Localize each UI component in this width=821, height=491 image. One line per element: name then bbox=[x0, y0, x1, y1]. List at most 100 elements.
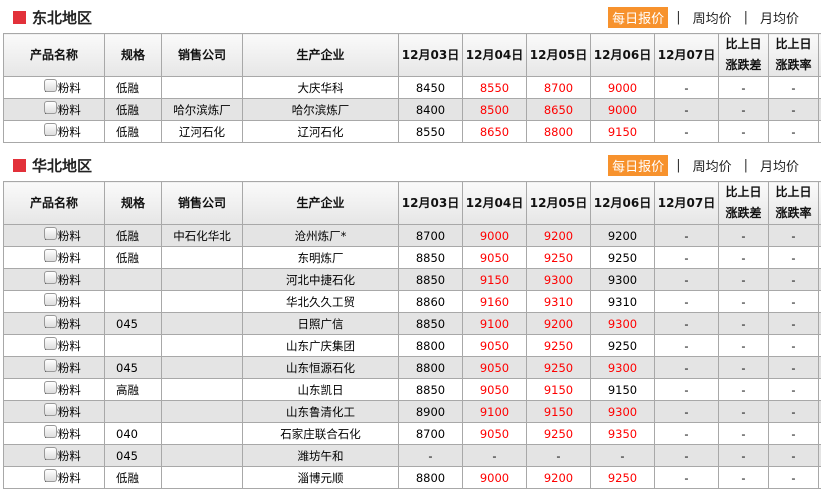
price-cell: - bbox=[654, 98, 719, 121]
row-checkbox[interactable] bbox=[44, 315, 57, 328]
seller-cell bbox=[161, 466, 243, 489]
price-cell: 9250 bbox=[590, 334, 655, 357]
seller-cell: 哈尔滨炼厂 bbox=[161, 98, 243, 121]
price-cell: - bbox=[718, 98, 769, 121]
column-header: 生产企业 bbox=[242, 181, 399, 225]
price-cell: 8850 bbox=[398, 246, 463, 269]
column-header: 12月07日 bbox=[654, 181, 719, 225]
price-cell: - bbox=[768, 246, 819, 269]
price-cell: 8650 bbox=[526, 98, 591, 121]
table-row: PP粉料 045 日照广信 8850 9100 9200 9300- - - bbox=[3, 312, 821, 335]
table-row: PP粉料 低融 淄博元顺 8800 9000 9200 9250- - - bbox=[3, 466, 821, 489]
row-checkbox[interactable] bbox=[44, 359, 57, 372]
seller-cell bbox=[161, 76, 243, 99]
price-cell: 9050 bbox=[462, 334, 527, 357]
price-cell: 9250 bbox=[526, 422, 591, 445]
column-header: 产品名称 bbox=[3, 181, 105, 225]
seller-cell bbox=[161, 444, 243, 467]
price-cell: 9250 bbox=[526, 246, 591, 269]
price-cell: - bbox=[768, 224, 819, 247]
price-cell: - bbox=[526, 444, 591, 467]
price-cell: - bbox=[718, 76, 769, 99]
tab-weekly[interactable]: 周均价 bbox=[692, 12, 732, 27]
product-cell: PP粉料 bbox=[3, 444, 105, 467]
producer-cell: 山东鲁清化工 bbox=[242, 400, 399, 423]
price-cell: 8850 bbox=[398, 268, 463, 291]
price-cell: - bbox=[768, 76, 819, 99]
column-header: 销售公司 bbox=[161, 181, 243, 225]
price-cell: 8860 bbox=[398, 290, 463, 313]
price-cell: - bbox=[654, 290, 719, 313]
row-checkbox[interactable] bbox=[44, 381, 57, 394]
price-cell: 9100 bbox=[462, 400, 527, 423]
seller-cell bbox=[161, 356, 243, 379]
row-checkbox[interactable] bbox=[44, 403, 57, 416]
price-cell: 8550 bbox=[398, 120, 463, 143]
tab-weekly[interactable]: 周均价 bbox=[692, 160, 732, 175]
row-checkbox[interactable] bbox=[44, 425, 57, 438]
price-cell: - bbox=[654, 444, 719, 467]
price-cell: 8800 bbox=[398, 334, 463, 357]
row-checkbox[interactable] bbox=[44, 469, 57, 482]
spec-cell bbox=[104, 334, 162, 357]
price-cell: 9150 bbox=[526, 400, 591, 423]
price-cell: 9200 bbox=[526, 466, 591, 489]
column-header: 规格 bbox=[104, 33, 162, 77]
seller-cell bbox=[161, 312, 243, 335]
row-checkbox[interactable] bbox=[44, 79, 57, 92]
product-cell: PP粉料 bbox=[3, 378, 105, 401]
column-header: 12月05日 bbox=[526, 181, 591, 225]
price-cell: - bbox=[718, 312, 769, 335]
price-cell: - bbox=[718, 444, 769, 467]
producer-cell: 山东恒源石化 bbox=[242, 356, 399, 379]
row-checkbox[interactable] bbox=[44, 123, 57, 136]
column-header-line: 比上日 bbox=[725, 185, 762, 199]
product-cell: PP粉料 bbox=[3, 246, 105, 269]
seller-cell bbox=[161, 268, 243, 291]
product-cell: PP粉料 bbox=[3, 334, 105, 357]
price-cell: 8800 bbox=[526, 120, 591, 143]
table-row: PP粉料 河北中捷石化 8850 9150 9300 9300- - - bbox=[3, 268, 821, 291]
price-cell: 9350 bbox=[590, 422, 655, 445]
price-cell: 8800 bbox=[398, 466, 463, 489]
price-cell: 9300 bbox=[590, 268, 655, 291]
row-checkbox[interactable] bbox=[44, 249, 57, 262]
price-cell: 9310 bbox=[590, 290, 655, 313]
producer-cell: 辽河石化 bbox=[242, 120, 399, 143]
row-checkbox[interactable] bbox=[44, 293, 57, 306]
spec-cell: 高融 bbox=[104, 378, 162, 401]
price-cell: 9200 bbox=[590, 224, 655, 247]
seller-cell bbox=[161, 400, 243, 423]
price-cell: - bbox=[718, 246, 769, 269]
column-header: 比上日 涨跌差 bbox=[718, 33, 769, 77]
product-cell: PP粉料 bbox=[3, 98, 105, 121]
row-checkbox[interactable] bbox=[44, 271, 57, 284]
price-cell: - bbox=[654, 268, 719, 291]
column-header-line: 比上日 bbox=[775, 185, 812, 199]
price-cell: - bbox=[768, 120, 819, 143]
price-cell: 9160 bbox=[462, 290, 527, 313]
seller-cell bbox=[161, 378, 243, 401]
price-cell: 8850 bbox=[398, 312, 463, 335]
price-cell: 9250 bbox=[526, 356, 591, 379]
table-row: PP粉料 低融 辽河石化 辽河石化 8550 8650 8800 9150- - - bbox=[3, 120, 821, 143]
tab-monthly[interactable]: 月均价 bbox=[759, 160, 799, 175]
product-cell: PP粉料 bbox=[3, 422, 105, 445]
producer-cell: 山东广庆集团 bbox=[242, 334, 399, 357]
tab-monthly[interactable]: 月均价 bbox=[759, 12, 799, 27]
table-row: PP粉料 山东鲁清化工 8900 9100 9150 9300- - - bbox=[3, 400, 821, 423]
price-cell: - bbox=[654, 76, 719, 99]
row-checkbox[interactable] bbox=[44, 227, 57, 240]
price-cell: - bbox=[768, 98, 819, 121]
region-title: 东北地区 bbox=[32, 9, 93, 27]
column-header-line: 涨跌率 bbox=[775, 206, 812, 220]
tab-daily[interactable]: 每日报价 bbox=[608, 7, 669, 28]
spec-cell bbox=[104, 400, 162, 423]
row-checkbox[interactable] bbox=[44, 337, 57, 350]
price-cell: - bbox=[654, 378, 719, 401]
row-checkbox[interactable] bbox=[44, 101, 57, 114]
row-checkbox[interactable] bbox=[44, 447, 57, 460]
tab-daily[interactable]: 每日报价 bbox=[608, 155, 669, 176]
price-cell: - bbox=[654, 120, 719, 143]
spec-cell bbox=[104, 290, 162, 313]
